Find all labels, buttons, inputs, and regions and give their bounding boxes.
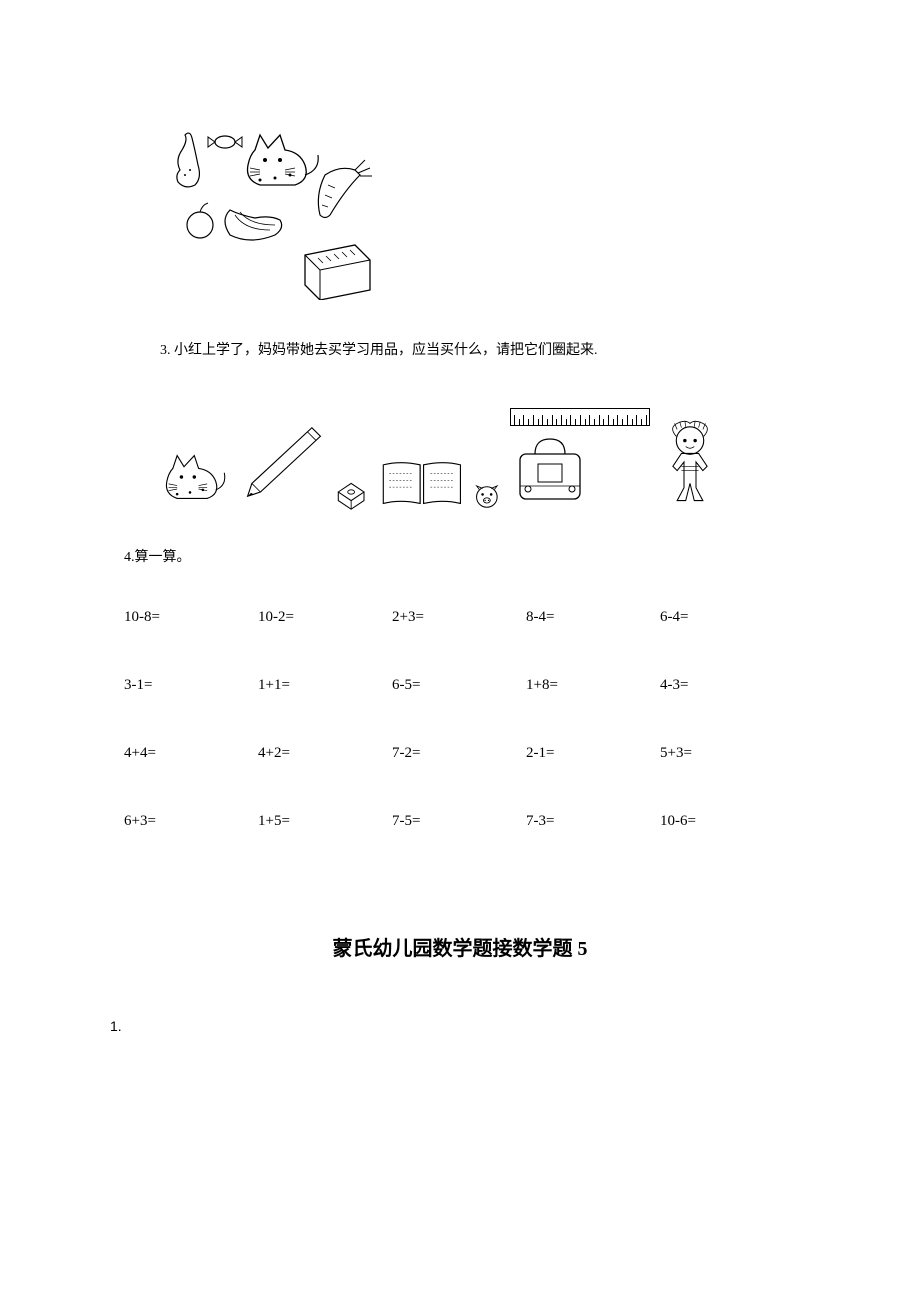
math-problems-grid: 10-8= 10-2= 2+3= 8-4= 6-4= 3-1= 1+1= 6-5…: [124, 605, 784, 833]
doll-icon: [660, 412, 720, 512]
math-cell: 7-3=: [526, 809, 650, 833]
math-cell: 6+3=: [124, 809, 248, 833]
question-3-number: 3.: [160, 343, 171, 358]
math-cell: 8-4=: [526, 605, 650, 629]
math-cell: 2-1=: [526, 741, 650, 765]
book-icon: [379, 452, 465, 512]
math-cell: 10-6=: [660, 809, 784, 833]
fruits-and-cat-sketch: [160, 120, 380, 300]
math-cell: 1+8=: [526, 673, 650, 697]
picture-cluster-top: [160, 120, 380, 300]
math-cell: 4+4=: [124, 741, 248, 765]
picture-row-items: [160, 382, 720, 512]
math-cell: 10-8=: [124, 605, 248, 629]
section-title: 蒙氏幼儿园数学题接数学题 5: [110, 933, 810, 965]
question-3-body: 小红上学了，妈妈带她去买学习用品，应当买什么，请把它们圈起来.: [174, 343, 598, 358]
math-cell: 10-2=: [258, 605, 382, 629]
math-cell: 7-2=: [392, 741, 516, 765]
math-cell: 1+5=: [258, 809, 382, 833]
apple-icon: [187, 203, 213, 238]
math-cell: 3-1=: [124, 673, 248, 697]
pear-icon: [177, 133, 200, 187]
math-cell: 2+3=: [392, 605, 516, 629]
ruler-and-bag-group: [510, 408, 650, 512]
pig-face-icon: [474, 482, 500, 512]
math-cell: 4-3=: [660, 673, 784, 697]
ruler-icon: [510, 408, 650, 426]
question-1-label: 1.: [110, 1015, 810, 1037]
question-3-text: 3. 小红上学了，妈妈带她去买学习用品，应当买什么，请把它们圈起来.: [160, 340, 810, 362]
carrot-icon: [318, 160, 372, 218]
banana-icon: [225, 210, 282, 240]
math-cell: 6-5=: [392, 673, 516, 697]
math-cell: 6-4=: [660, 605, 784, 629]
math-cell: 1+1=: [258, 673, 382, 697]
math-cell: 5+3=: [660, 741, 784, 765]
cat-icon: [160, 442, 229, 512]
box-icon: [305, 245, 370, 300]
math-cell: 7-5=: [392, 809, 516, 833]
pencil-icon: [239, 412, 325, 512]
bag-icon: [510, 434, 590, 504]
question-4-label: 4.算一算。: [124, 547, 810, 569]
candy-icon: [208, 136, 242, 148]
sharpener-icon: [334, 472, 368, 512]
cat-icon: [248, 135, 319, 185]
math-cell: 4+2=: [258, 741, 382, 765]
